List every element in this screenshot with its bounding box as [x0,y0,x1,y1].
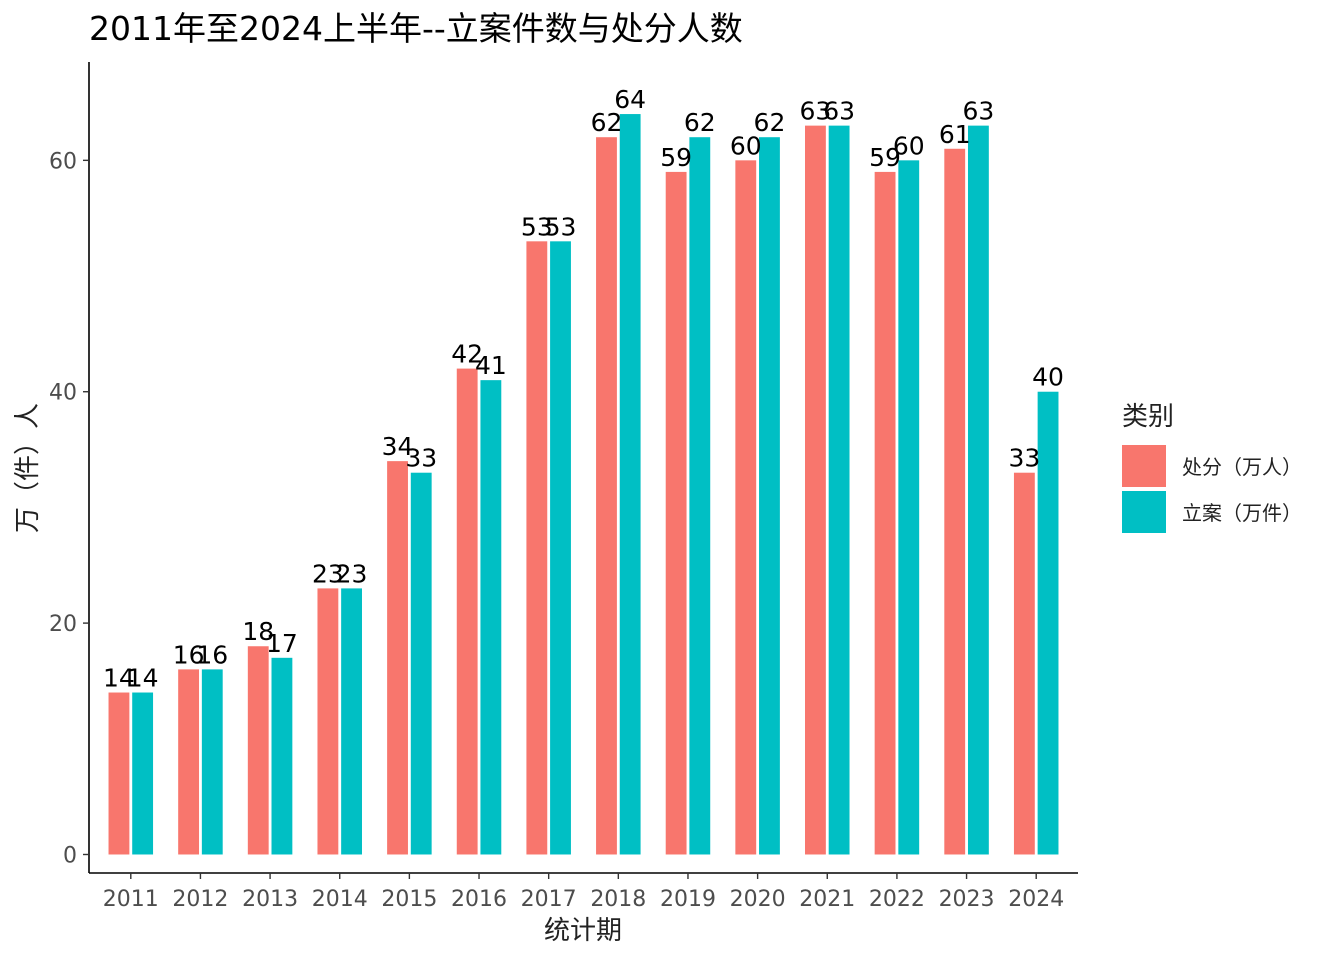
legend-label-cases: 立案（万件） [1182,501,1302,525]
data-label-cases-2013: 17 [266,629,298,658]
data-label-cases-2023: 63 [962,97,994,126]
bar-punished-2017 [526,241,548,855]
x-tick-label-2015: 2015 [381,887,437,912]
data-label-punished-2011: 14 [103,664,135,693]
bar-cases-2022 [898,160,920,855]
x-tick-label-2017: 2017 [521,887,577,912]
data-label-cases-2016: 41 [475,351,507,380]
bar-punished-2019 [665,171,687,855]
y-tick-label-40: 40 [49,381,77,406]
x-tick-label-2021: 2021 [799,887,855,912]
x-tick-label-2014: 2014 [312,887,368,912]
bar-punished-2020 [735,160,757,855]
data-label-cases-2012: 16 [196,640,228,669]
bar-cases-2021 [828,125,850,855]
data-label-cases-2019: 62 [684,108,716,137]
y-tick-label-0: 0 [63,843,77,868]
data-label-cases-2022: 60 [893,131,925,160]
bar-cases-2014 [341,588,362,855]
bar-cases-2024 [1037,391,1059,855]
x-tick-label-2024: 2024 [1008,887,1064,912]
x-tick-label-2019: 2019 [660,887,716,912]
chart-title: 2011年至2024上半年--立案件数与处分人数 [89,9,743,48]
bar-punished-2013 [247,646,269,855]
data-label-cases-2020: 62 [754,108,786,137]
data-label-punished-2020: 60 [730,131,762,160]
x-tick-label-2023: 2023 [939,887,995,912]
x-tick-label-2018: 2018 [590,887,646,912]
data-label-punished-2012: 16 [173,640,205,669]
data-label-cases-2017: 53 [545,212,577,241]
x-tick-label-2022: 2022 [869,887,925,912]
x-tick-label-2013: 2013 [242,887,298,912]
data-label-punished-2017: 53 [521,212,553,241]
legend-key-punished [1122,445,1166,487]
bar-punished-2023 [944,148,966,855]
bar-punished-2014 [317,588,339,855]
bars-layer [108,114,1059,855]
legend: 类别 处分（万人） 立案（万件） [1122,402,1302,533]
data-label-punished-2024: 33 [1008,444,1040,473]
x-tick-label-2011: 2011 [103,887,159,912]
bar-cases-2018 [619,114,641,855]
axes-layer: 0 20 40 60 2011 2012 2013 2014 2015 2016 2017 2018 2… [49,62,1078,912]
bar-cases-2020 [759,137,780,855]
data-label-cases-2018: 64 [614,85,646,114]
bar-punished-2022 [874,171,896,855]
data-label-punished-2018: 62 [591,108,623,137]
data-label-punished-2014: 23 [312,559,344,588]
y-tick-label-20: 20 [49,612,77,637]
legend-label-punished: 处分（万人） [1182,455,1302,479]
x-tick-label-2012: 2012 [172,887,228,912]
y-axis-title: 万（件）人 [13,403,43,533]
data-label-punished-2015: 34 [382,432,414,461]
data-label-punished-2016: 42 [451,340,483,369]
data-labels-layer: 1414161618172323343342415353626459626062… [103,85,1064,692]
data-label-cases-2014: 23 [336,559,368,588]
bar-cases-2011 [132,692,154,855]
legend-title: 类别 [1122,402,1174,432]
bar-cases-2013 [271,657,293,855]
legend-items: 处分（万人） 立案（万件） [1122,445,1302,533]
bar-punished-2016 [456,368,478,855]
bar-punished-2012 [178,669,200,855]
bar-cases-2017 [550,241,571,855]
data-label-punished-2013: 18 [242,617,274,646]
bar-punished-2011 [108,692,130,855]
bar-punished-2015 [387,461,408,855]
data-label-punished-2019: 59 [660,143,692,172]
bar-cases-2016 [480,380,502,855]
bar-punished-2018 [596,137,617,855]
data-label-punished-2021: 63 [800,97,832,126]
bar-punished-2021 [805,125,826,855]
data-label-cases-2015: 33 [405,444,437,473]
data-label-punished-2022: 59 [869,143,901,172]
bar-punished-2024 [1013,472,1035,855]
legend-key-cases [1122,491,1166,533]
data-label-cases-2024: 40 [1032,363,1064,392]
data-label-punished-2023: 61 [939,120,971,149]
data-label-cases-2011: 14 [127,664,159,693]
x-axis-title: 统计期 [544,916,622,946]
bar-cases-2023 [967,125,989,855]
x-tick-label-2020: 2020 [730,887,786,912]
data-label-cases-2021: 63 [823,97,855,126]
bar-cases-2015 [410,472,432,855]
x-tick-label-2016: 2016 [451,887,507,912]
y-tick-label-60: 60 [49,149,77,174]
bar-cases-2019 [689,137,711,855]
bar-cases-2012 [201,669,223,855]
